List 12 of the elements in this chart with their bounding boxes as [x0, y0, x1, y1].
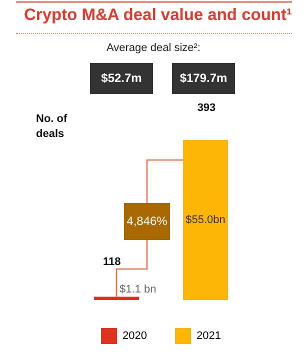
text: $52.7m — [90, 63, 153, 94]
text: No. of deals — [36, 112, 68, 142]
text: Average deal size²: — [106, 42, 202, 54]
data-label: $55.0bn — [186, 214, 226, 226]
annotation: 4,846% — [124, 203, 170, 240]
data-label: $1.1 bn — [120, 283, 156, 296]
chart-title: Crypto M&A deal value and count¹ — [24, 6, 292, 25]
text: 393 — [196, 102, 217, 114]
legend-label: 2021 — [196, 330, 221, 342]
legend-label: 2020 — [122, 330, 148, 342]
annotation: 118 — [103, 256, 121, 268]
text: $179.7m — [172, 63, 235, 94]
